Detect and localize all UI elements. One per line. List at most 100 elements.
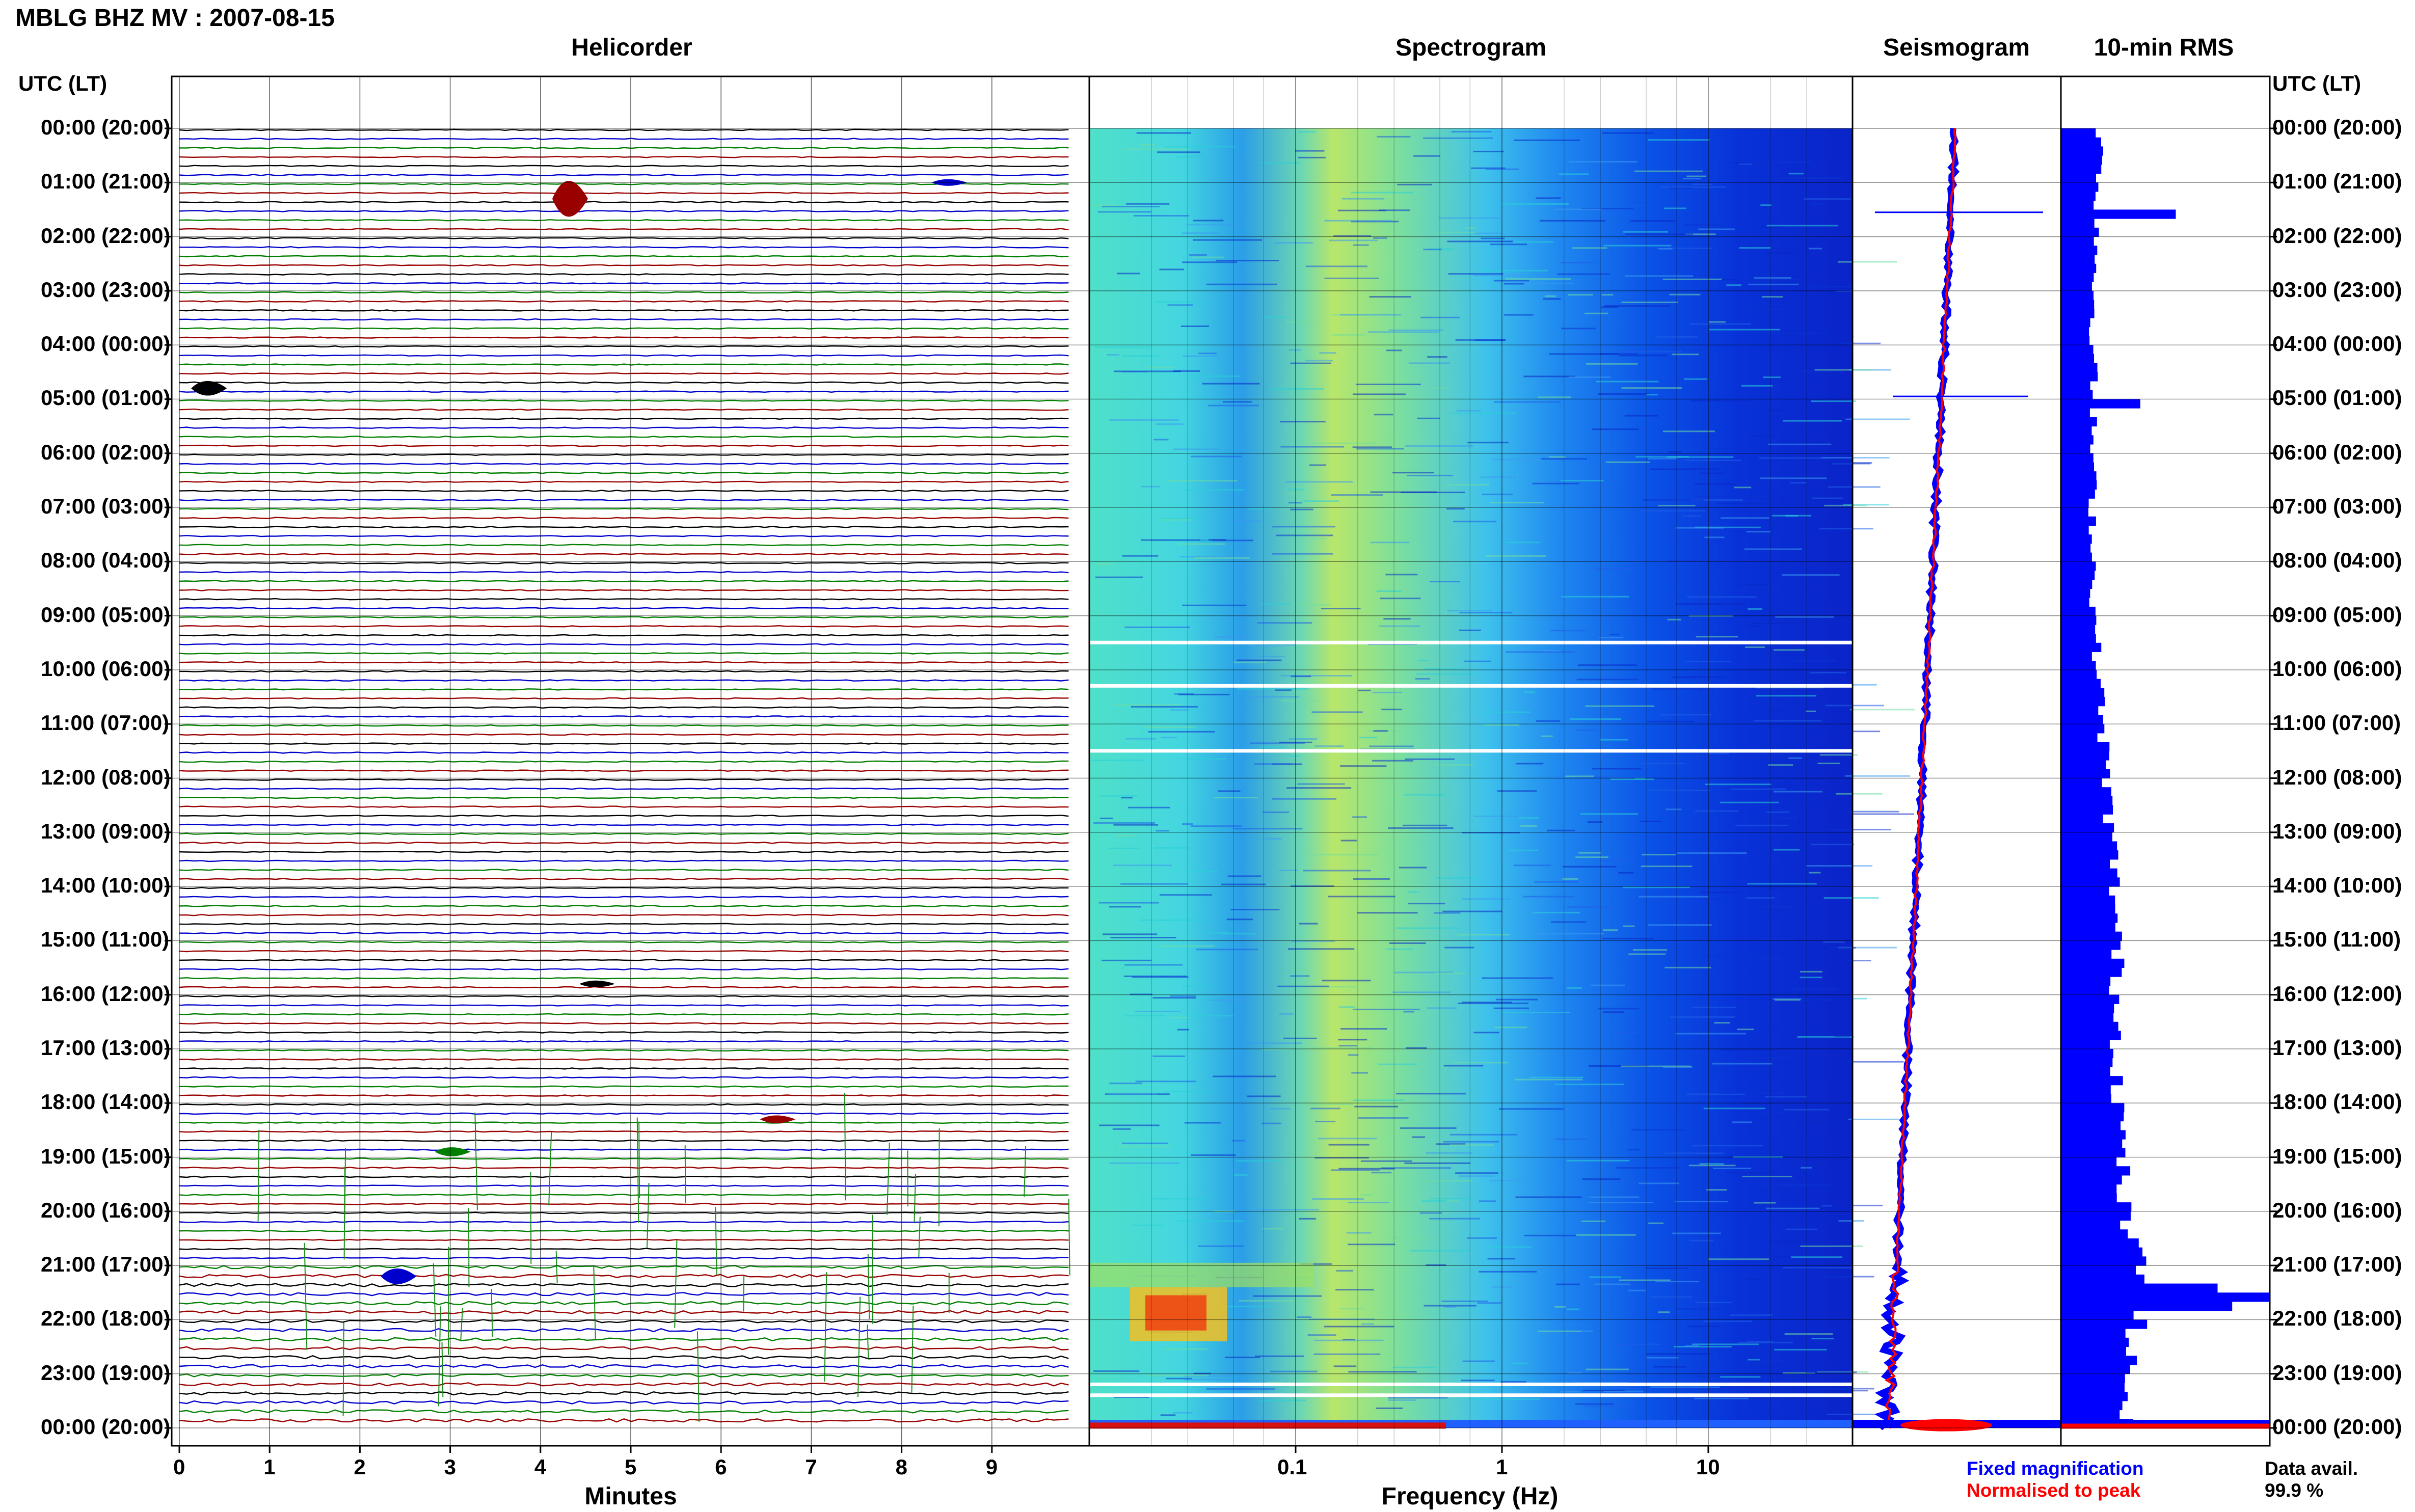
helicorder-trace — [179, 382, 1068, 383]
helicorder-trace — [179, 373, 1068, 374]
time-tick-right: 13:00 (09:00) — [2272, 819, 2402, 844]
helicorder-trace — [179, 129, 1068, 130]
rms-bar — [2061, 1383, 2125, 1392]
helicorder-trace — [179, 996, 1068, 997]
rms-bar — [2061, 1112, 2124, 1121]
rms-bar — [2061, 490, 2095, 499]
time-tick-right: 23:00 (19:00) — [2272, 1361, 2402, 1385]
helicorder-trace — [179, 1104, 1068, 1105]
rms-bar — [2061, 1157, 2116, 1167]
time-tick-right: 04:00 (00:00) — [2272, 332, 2402, 356]
helicorder-trace — [179, 671, 1068, 672]
time-tick-right: 09:00 (05:00) — [2272, 603, 2402, 627]
helicorder-trace — [179, 1230, 1068, 1231]
rms-bar — [2061, 923, 2115, 932]
rms-bar — [2061, 1329, 2126, 1338]
rms-bar — [2061, 1292, 2270, 1302]
helicorder-trace — [179, 1374, 1068, 1377]
helicorder-trace — [179, 1365, 1068, 1368]
time-tick-left: 18:00 (14:00) — [41, 1090, 170, 1114]
rms-bar — [2061, 1319, 2147, 1329]
helicorder-trace — [179, 1275, 1068, 1278]
helicorder-trace — [179, 220, 1068, 221]
seismogram-final-peak — [1900, 1419, 1992, 1432]
rms-bar — [2061, 435, 2094, 444]
spectrogram-xtick: 0.1 — [1277, 1455, 1307, 1479]
helicorder-trace — [179, 878, 1068, 879]
helicorder-xlabel: Minutes — [584, 1482, 677, 1510]
helicorder-trace — [179, 1140, 1068, 1141]
time-tick-left: 07:00 (03:00) — [41, 494, 170, 519]
data-avail-value: 99.9 % — [2265, 1480, 2323, 1501]
helicorder-trace — [179, 1347, 1068, 1350]
helicorder-trace — [179, 968, 1068, 969]
rms-bar — [2061, 896, 2115, 905]
rms-bar — [2061, 155, 2102, 165]
helicorder-trace — [179, 256, 1068, 257]
helicorder-trace — [179, 1086, 1068, 1087]
rms-bar — [2061, 679, 2101, 688]
helicorder-trace — [179, 156, 1068, 157]
rms-bar — [2061, 255, 2095, 264]
time-tick-right: 03:00 (23:00) — [2272, 278, 2402, 302]
rms-bar — [2061, 995, 2119, 1004]
rms-bar — [2061, 796, 2112, 805]
helicorder-trace — [179, 914, 1068, 915]
rms-bar — [2061, 507, 2088, 517]
rms-bar — [2061, 309, 2095, 318]
time-tick-left: 23:00 (19:00) — [41, 1361, 170, 1385]
rms-bar — [2061, 1238, 2139, 1248]
rms-bar — [2061, 1284, 2218, 1293]
helicorder-trace — [179, 870, 1068, 871]
helicorder-trace — [179, 1356, 1068, 1359]
time-tick-right: 07:00 (03:00) — [2272, 494, 2402, 519]
spectrogram-gap-4 — [1089, 1393, 1853, 1397]
helicorder-trace — [179, 707, 1068, 708]
time-tick-right: 08:00 (04:00) — [2272, 548, 2402, 573]
rms-bar — [2061, 128, 2096, 138]
helicorder-trace — [179, 887, 1068, 888]
helicorder-trace — [179, 319, 1068, 320]
helicorder-trace — [179, 562, 1068, 563]
helicorder-trace — [179, 779, 1068, 780]
rms-bar — [2061, 832, 2112, 842]
helicorder-xtick: 6 — [715, 1455, 727, 1479]
rms-bar — [2061, 869, 2117, 878]
rms-bar — [2061, 138, 2101, 147]
time-tick-right: 01:00 (21:00) — [2272, 169, 2402, 194]
helicorder-trace — [179, 1249, 1068, 1250]
helicorder-trace — [179, 851, 1068, 852]
rms-bar — [2061, 706, 2098, 715]
spectrogram-gap-3 — [1089, 1383, 1853, 1386]
helicorder-event — [191, 381, 227, 396]
helicorder-trace — [179, 752, 1068, 753]
helicorder-trace — [179, 274, 1068, 275]
helicorder-trace — [179, 166, 1068, 167]
panel-title-seismogram: Seismogram — [1883, 34, 2030, 62]
rms-bar — [2061, 174, 2096, 183]
helicorder-trace — [179, 1257, 1068, 1258]
helicorder-trace — [179, 238, 1068, 239]
time-tick-left: 16:00 (12:00) — [41, 982, 170, 1006]
rms-bar — [2061, 146, 2103, 155]
time-tick-left: 02:00 (22:00) — [41, 224, 170, 248]
helicorder-traces — [179, 129, 1068, 1422]
rms-bar — [2061, 390, 2092, 399]
helicorder-trace — [179, 725, 1068, 726]
spectrogram-gap-0 — [1089, 641, 1853, 644]
helicorder-trace — [179, 788, 1068, 789]
helicorder-trace — [179, 545, 1068, 546]
panel-title-rms: 10-min RMS — [2094, 34, 2234, 62]
rms-bar — [2061, 201, 2094, 210]
helicorder-trace — [179, 328, 1068, 329]
rms-bar — [2061, 724, 2104, 733]
time-tick-right: 05:00 (01:00) — [2272, 386, 2402, 410]
helicorder-trace — [179, 1113, 1068, 1114]
time-tick-left: 15:00 (11:00) — [41, 927, 169, 952]
helicorder-trace — [179, 1392, 1068, 1395]
rms-bar — [2061, 354, 2094, 363]
time-tick-right: 12:00 (08:00) — [2272, 765, 2402, 790]
helicorder-trace — [179, 1041, 1068, 1042]
rms-bar — [2061, 1356, 2137, 1365]
rms-bar — [2061, 291, 2094, 300]
